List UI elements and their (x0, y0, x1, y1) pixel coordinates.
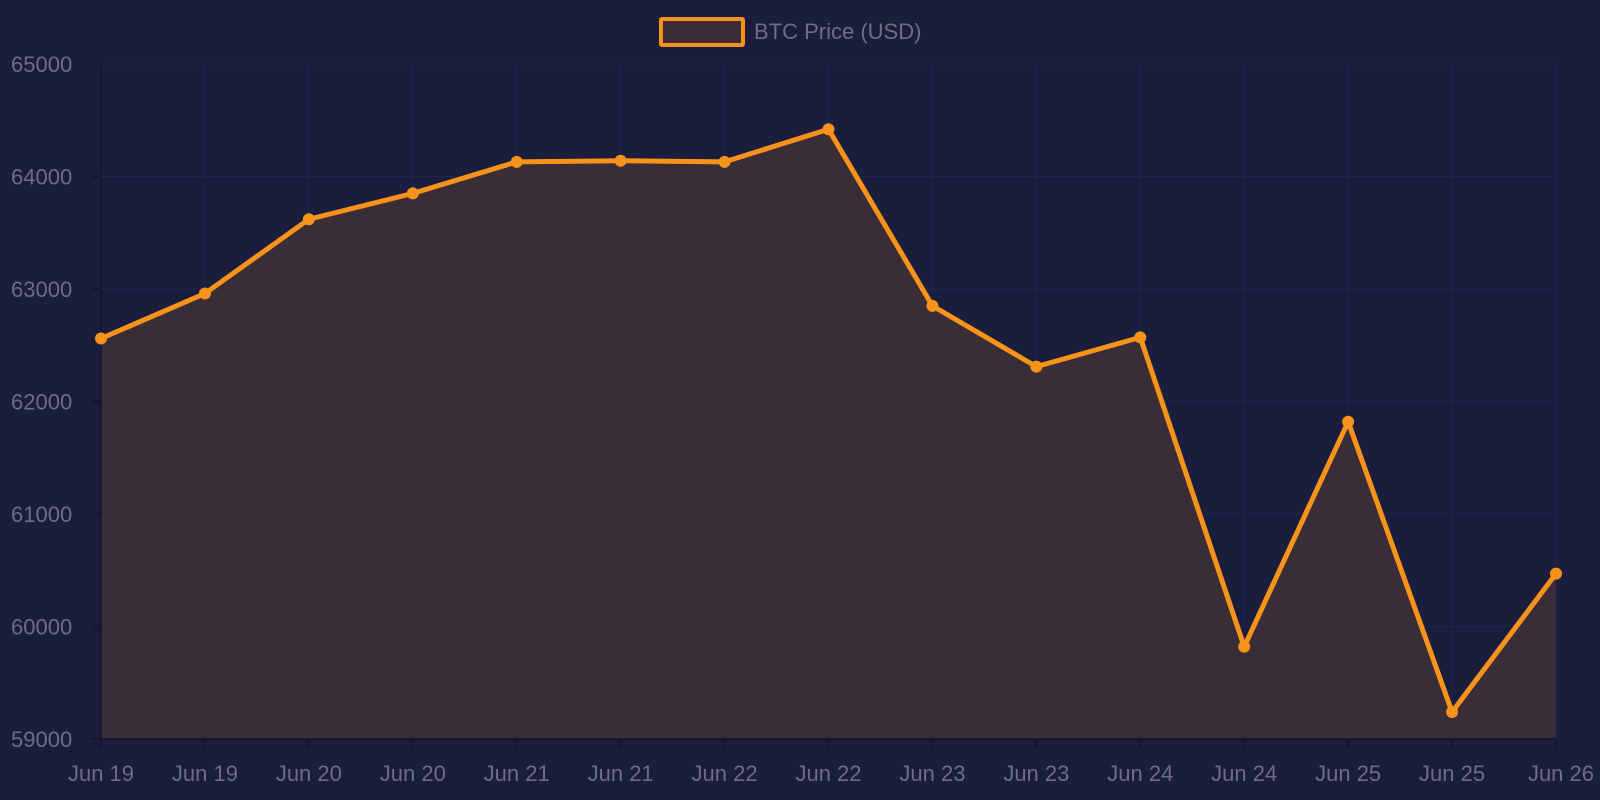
data-point (1030, 360, 1043, 373)
legend[interactable]: BTC Price (USD) (659, 17, 921, 47)
data-point (926, 299, 939, 312)
y-tick-label: 65000 (11, 52, 72, 77)
x-tick-label: Jun 21 (588, 761, 654, 786)
x-axis-ticks: Jun 19 Jun 19 Jun 20 Jun 20 Jun 21 Jun 21 Jun … (68, 761, 1594, 786)
data-point (1446, 706, 1459, 718)
x-tick-label: Jun 19 (172, 761, 238, 786)
data-point (198, 287, 211, 300)
x-tick-label: Jun 22 (692, 761, 758, 786)
legend-label: BTC Price (USD) (754, 19, 921, 44)
x-tick-label: Jun 20 (276, 761, 342, 786)
data-point (1134, 331, 1147, 344)
data-point (406, 187, 419, 200)
y-tick-label: 60000 (11, 615, 72, 640)
y-axis-ticks: 59000 60000 61000 62000 63000 64000 65000 (11, 52, 72, 752)
x-tick-label: Jun 20 (380, 761, 446, 786)
x-tick-label: Jun 24 (1107, 761, 1173, 786)
y-tick-label: 61000 (11, 502, 72, 527)
points-layer (95, 123, 1562, 718)
data-point (1342, 415, 1355, 428)
x-tick-label: Jun 26 (1528, 761, 1594, 786)
x-tick-label: Jun 23 (1003, 761, 1069, 786)
y-tick-label: 59000 (11, 727, 72, 752)
data-point (1550, 567, 1562, 580)
data-point (510, 155, 523, 168)
area-layer (101, 129, 1556, 739)
y-tick-label: 63000 (11, 277, 72, 302)
x-tick-label: Jun 19 (68, 761, 134, 786)
data-point (614, 154, 627, 167)
series-area (101, 129, 1556, 739)
y-tick-label: 62000 (11, 390, 72, 415)
x-tick-label: Jun 24 (1211, 761, 1277, 786)
x-tick-label: Jun 25 (1419, 761, 1485, 786)
legend-swatch (659, 17, 745, 47)
axes (92, 63, 1557, 748)
x-tick-label: Jun 23 (899, 761, 965, 786)
x-tick-label: Jun 21 (484, 761, 550, 786)
data-point (302, 213, 315, 226)
data-point (95, 332, 107, 345)
x-tick-label: Jun 22 (795, 761, 861, 786)
data-point (718, 155, 731, 168)
data-point (1238, 640, 1251, 653)
data-point (822, 123, 835, 136)
y-tick-label: 64000 (11, 165, 72, 190)
x-tick-label: Jun 25 (1315, 761, 1381, 786)
